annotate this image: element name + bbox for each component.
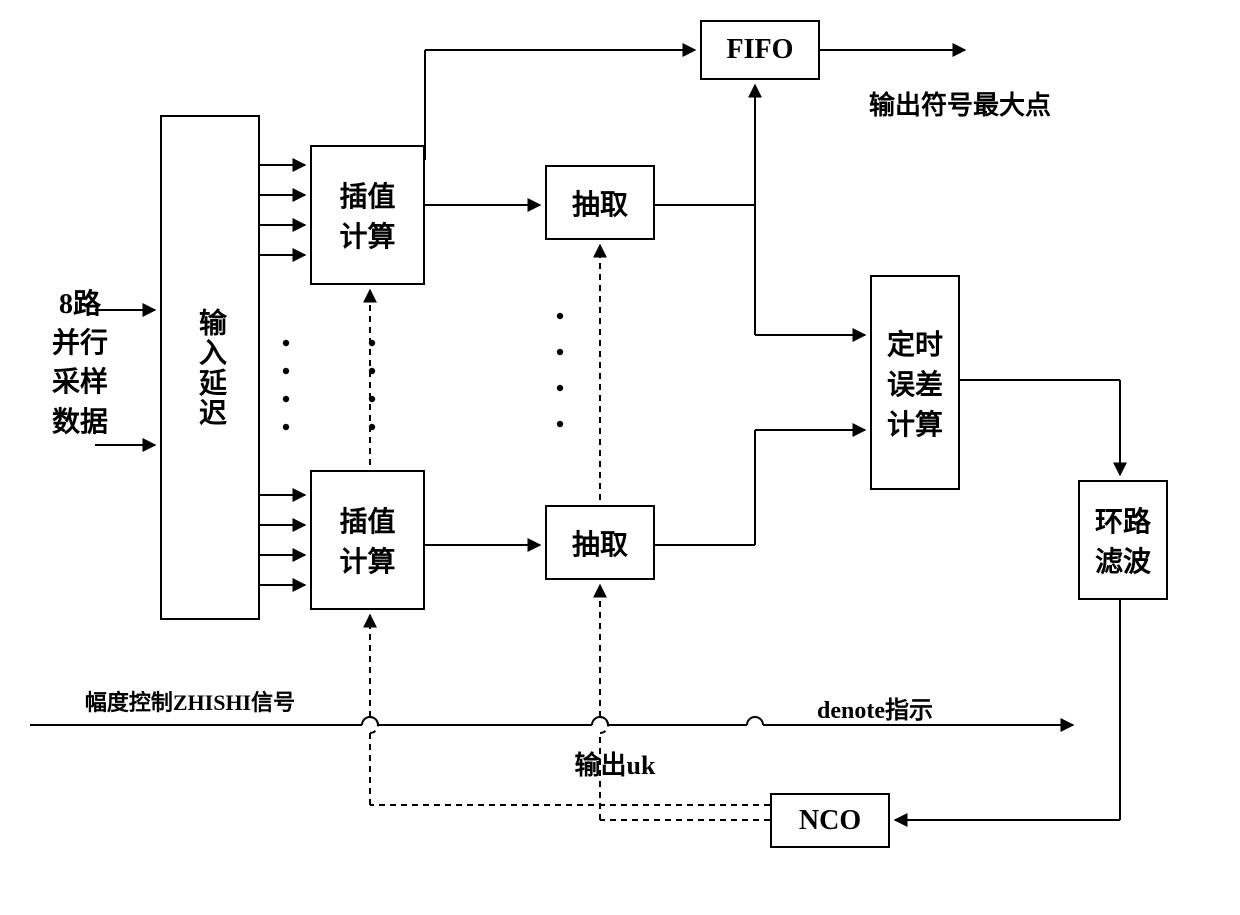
wiring bbox=[0, 0, 1240, 915]
